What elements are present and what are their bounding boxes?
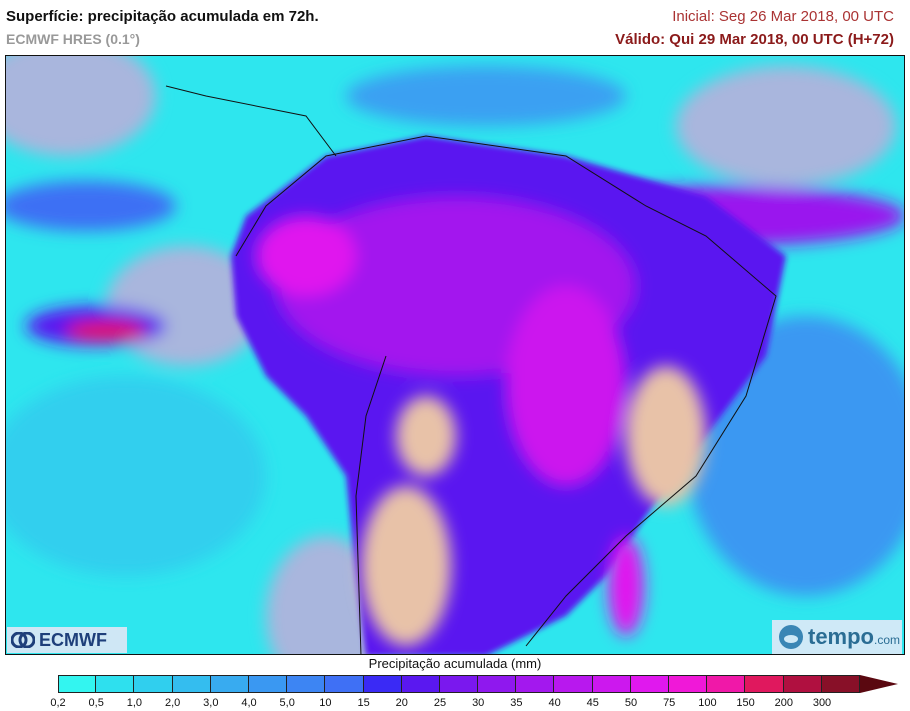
tempo-cloud-icon	[779, 625, 803, 649]
ecmwf-logo-text: ECMWF	[39, 629, 107, 650]
colorbar-tick-label: 45	[586, 697, 599, 709]
colorbar-segment	[401, 675, 440, 693]
tempo-logo-text: tempo.com	[808, 624, 901, 649]
model-label: ECMWF HRES (0.1°)	[6, 31, 140, 47]
colorbar-tick-label: 3,0	[203, 697, 219, 709]
colorbar-segment	[96, 675, 135, 693]
colorbar-overflow-arrow	[859, 675, 898, 693]
valid-time: Válido: Qui 29 Mar 2018, 00 UTC (H+72)	[615, 31, 894, 48]
colorbar-segment	[287, 675, 326, 693]
tempo-logo: tempo.com	[772, 620, 902, 654]
colorbar-tick-label: 1,0	[126, 697, 143, 709]
colorbar-ticks: 0,2 0,5 1,0 2,0 3,0 4,0 5,0 10 15 20 25 30 35 40 45 50 7…	[50, 697, 858, 711]
ecmwf-logo: ECMWF	[7, 627, 127, 653]
colorbar-tick-label: 15	[357, 697, 370, 709]
colorbar-segment	[707, 675, 746, 693]
colorbar-segment	[248, 675, 288, 693]
colorbar-tick-label: 5,0	[279, 697, 295, 709]
ecmwf-logo-icon	[11, 632, 35, 648]
colorbar-segment	[745, 675, 784, 693]
colorbar-segment	[783, 675, 822, 693]
colorbar-tick-label: 10	[319, 697, 332, 709]
precipitation-map	[5, 55, 905, 655]
legend-title: Precipitação acumulada (mm)	[368, 656, 542, 671]
colorbar-segment	[630, 675, 669, 693]
colorbar-tick-label: 50	[624, 697, 638, 709]
colorbar-tick-label: 100	[698, 697, 717, 709]
colorbar-segment	[669, 675, 708, 693]
colorbar-tick-label: 4,0	[241, 697, 257, 709]
colorbar-segment	[172, 675, 211, 693]
colorbar-tick-label: 35	[510, 697, 523, 709]
colorbar-tick-label: 2,0	[164, 697, 181, 709]
map-title: Superfície: precipitação acumulada em 72…	[6, 8, 319, 25]
colorbar-segment	[210, 675, 249, 693]
map-canvas	[6, 56, 904, 654]
colorbar-tick-label: 30	[472, 697, 485, 709]
colorbar-tick-label: 150	[736, 697, 755, 709]
colorbar	[58, 675, 898, 693]
colorbar-tick-label: 200	[774, 697, 793, 709]
coastline-borders	[165, 85, 777, 654]
colorbar-tick-label: 25	[433, 697, 447, 709]
colorbar-tick-label: 300	[812, 697, 832, 709]
colorbar-segment	[478, 675, 517, 693]
colorbar-tick-label: 20	[395, 697, 408, 709]
colorbar-segment	[363, 675, 402, 693]
colorbar-tick-label: 0,2	[50, 697, 66, 709]
initial-time: Inicial: Seg 26 Mar 2018, 00 UTC	[672, 8, 894, 25]
colorbar-tick-label: 0,5	[88, 697, 104, 709]
colorbar-segment	[439, 675, 479, 693]
colorbar-segment	[554, 675, 593, 693]
colorbar-segment	[592, 675, 631, 693]
colorbar-segment	[134, 675, 173, 693]
colorbar-segment	[325, 675, 364, 693]
colorbar-segment	[516, 675, 555, 693]
colorbar-segment	[58, 675, 97, 693]
colorbar-tick-label: 75	[663, 697, 676, 709]
colorbar-segment	[821, 675, 860, 693]
colorbar-tick-label: 40	[548, 697, 561, 709]
